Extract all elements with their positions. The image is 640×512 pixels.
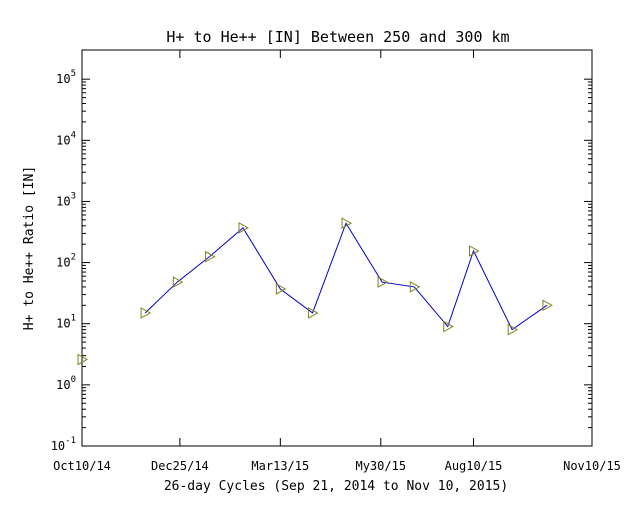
y-tick-label: 102 (56, 253, 76, 270)
y-tick-label: 10-1 (51, 436, 76, 453)
chart-title: H+ to He++ [IN] Between 250 and 300 km (166, 28, 509, 46)
data-point-marker (140, 307, 152, 319)
data-point-marker (469, 245, 480, 257)
data-point-marker (542, 299, 553, 312)
plot-area (77, 217, 553, 366)
y-tick-label: 100 (56, 375, 76, 392)
data-point-marker (507, 323, 519, 336)
y-tick-label: 101 (56, 314, 76, 331)
y-tick-label: 104 (56, 130, 76, 147)
data-point-marker (377, 276, 389, 288)
x-tick-label: Mar13/15 (251, 459, 309, 473)
x-tick-label: Oct10/14 (53, 459, 111, 473)
data-point-marker (443, 320, 454, 333)
data-point-marker (409, 281, 421, 293)
x-tick-label: Dec25/14 (151, 459, 209, 473)
data-point-marker (341, 217, 353, 230)
x-tick-label: My30/15 (355, 459, 406, 473)
data-point-marker (308, 307, 319, 319)
series-line (144, 222, 548, 331)
x-axis-label: 26-day Cycles (Sep 21, 2014 to Nov 10, 2… (164, 479, 508, 494)
x-axis: Oct10/14 Dec25/14 Mar13/15 My30/15 Aug10/15 N… (53, 50, 621, 473)
y-axis: 10-1 100 101 102 103 104 105 (51, 69, 592, 453)
data-point-marker (238, 221, 250, 234)
x-tick-label: Aug10/15 (445, 459, 503, 473)
y-tick-label: 103 (56, 191, 76, 208)
plot-frame (81, 49, 593, 447)
data-point-marker (172, 276, 184, 288)
data-point-marker (205, 250, 216, 263)
x-tick-label: Nov10/15 (563, 459, 621, 473)
y-axis-label: H+ to He++ Ratio [IN] (22, 166, 37, 330)
y-tick-label: 105 (56, 69, 76, 86)
data-point-marker (275, 283, 287, 295)
data-point-marker (77, 353, 89, 366)
